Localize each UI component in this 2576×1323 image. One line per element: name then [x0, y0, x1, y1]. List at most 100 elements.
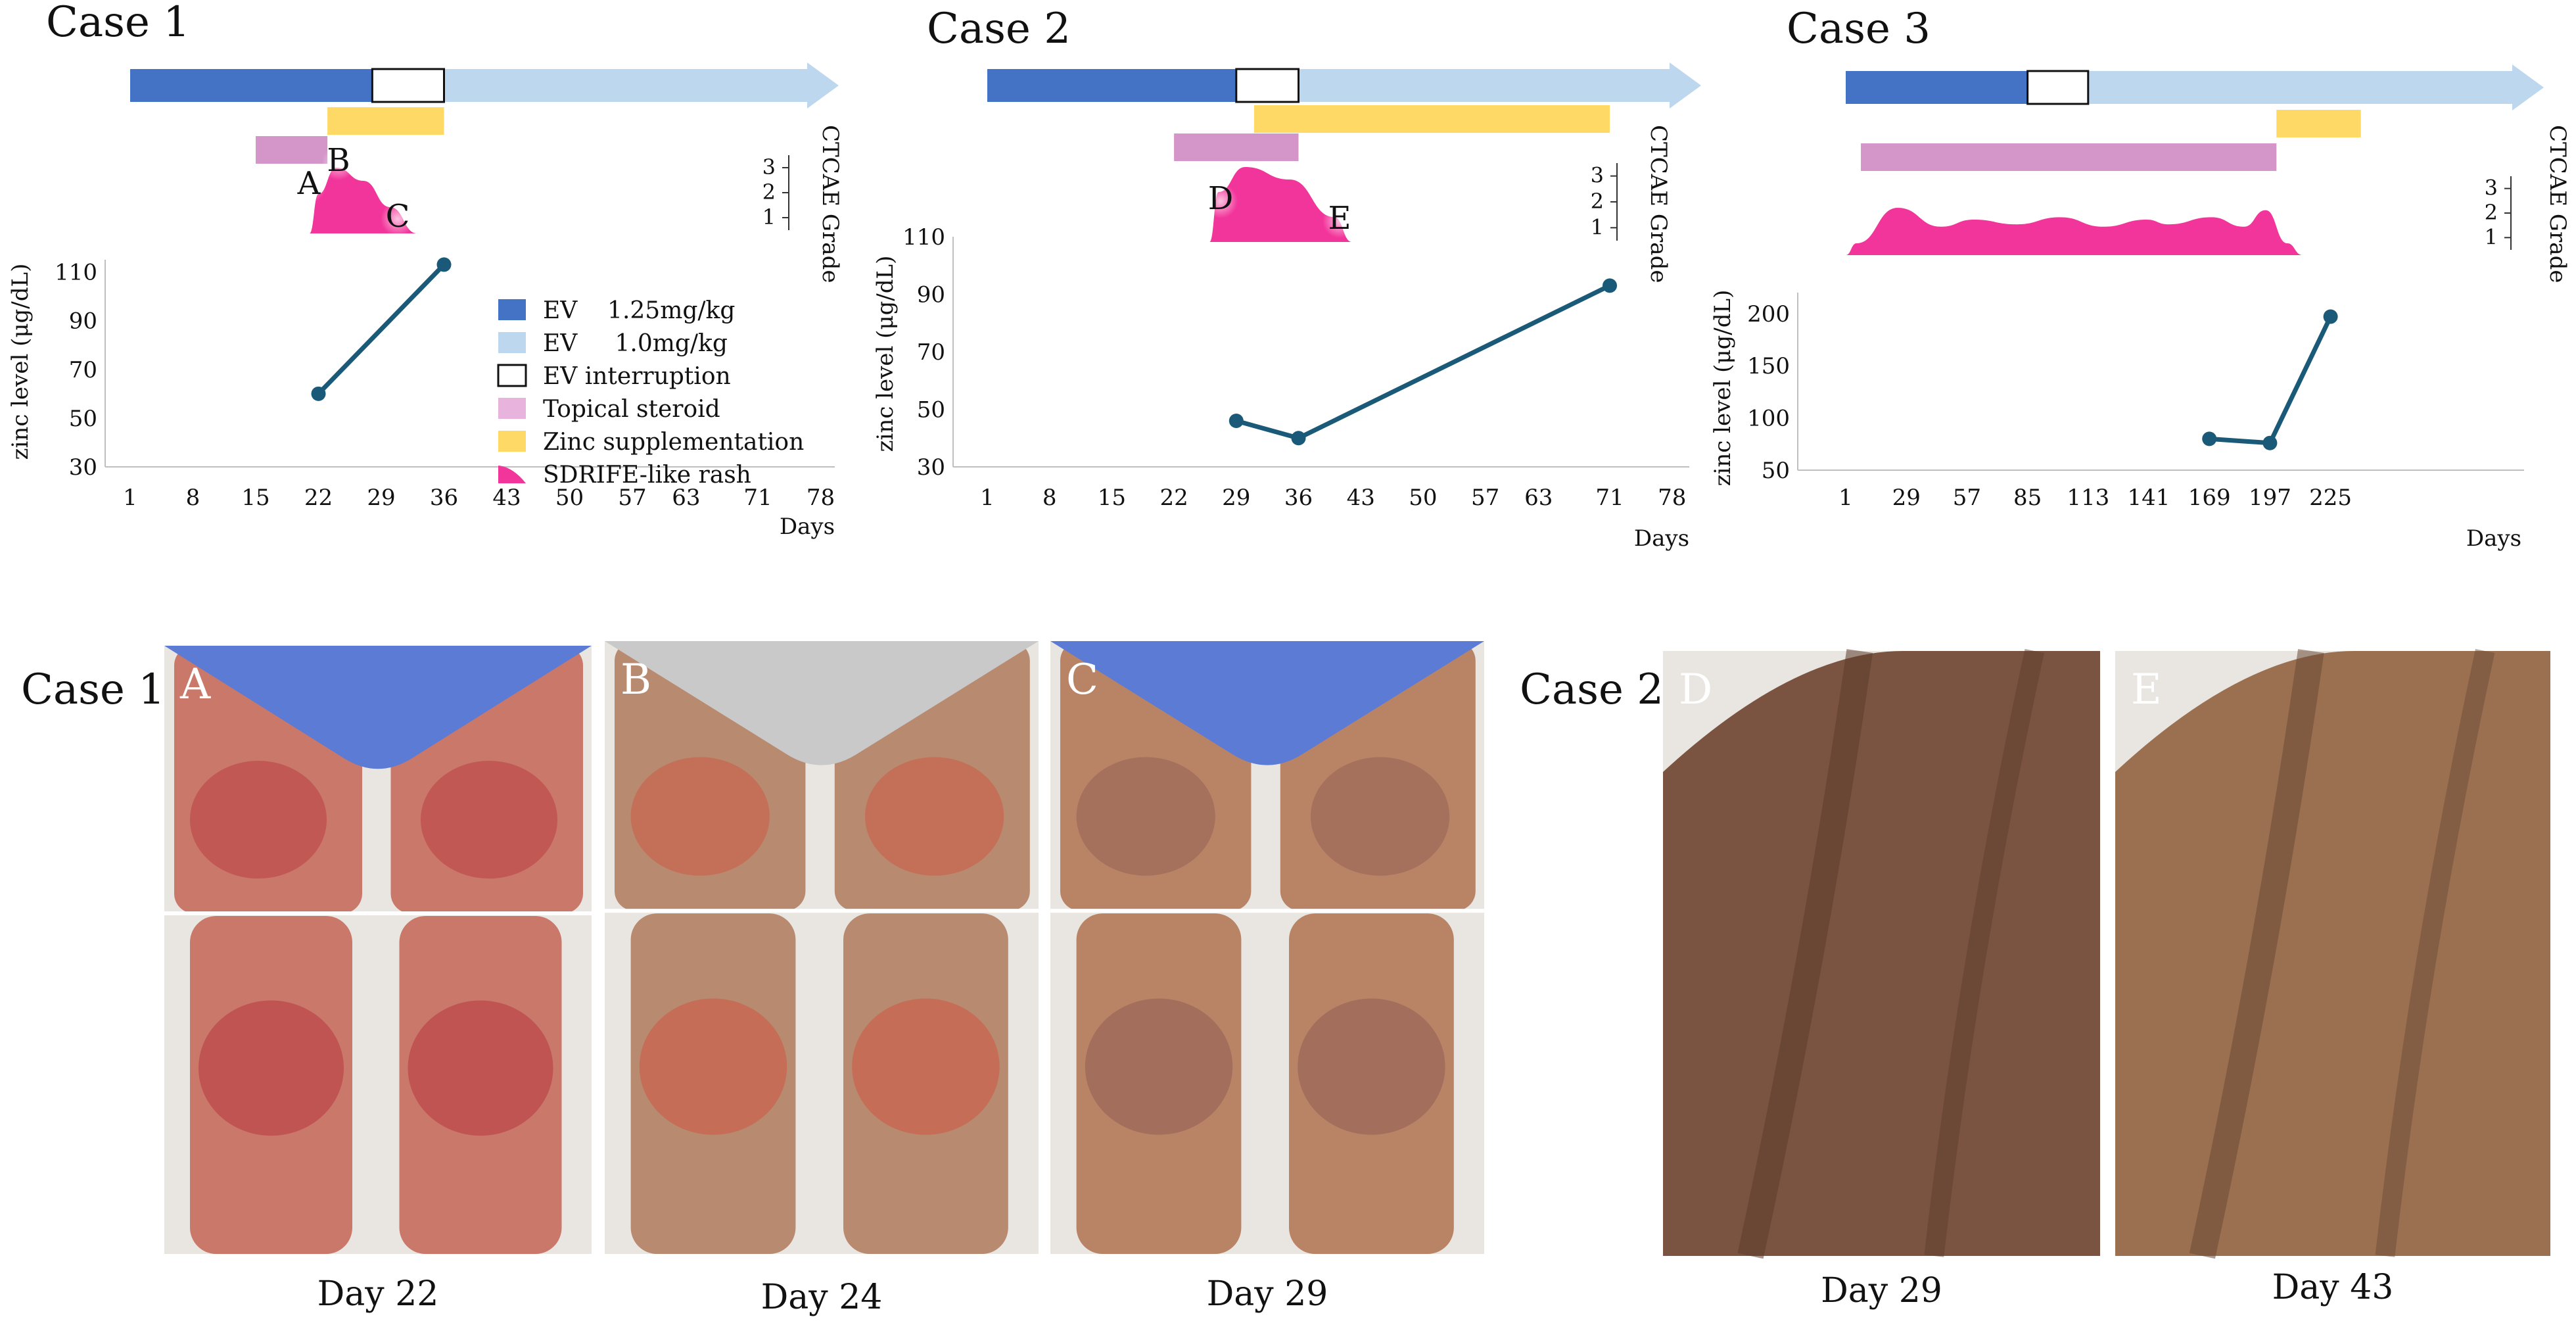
topical-steroid-bar [1861, 143, 2277, 171]
grade-tick-label: 1 [762, 204, 776, 229]
photo-skin-fold [2375, 648, 2495, 1257]
ev-1.0-bar [1298, 62, 1701, 108]
zinc-level-point [436, 257, 452, 272]
x-tick-label: 29 [367, 485, 395, 511]
y-tick-label: 100 [1747, 406, 1790, 432]
legend-swatch-zinc [498, 431, 526, 452]
photo-rash-patch [421, 761, 557, 879]
case3-grade-axis: 321 CTCAE Grade [2485, 125, 2571, 283]
grade-tick-label: 1 [2485, 224, 2498, 249]
x-tick-label: 43 [1347, 485, 1375, 511]
sdrife-rash-area [1209, 167, 1352, 242]
ev-1.0-bar [2088, 64, 2544, 110]
photo-rash-patch [1085, 998, 1233, 1135]
y-tick-label: 200 [1747, 301, 1790, 327]
grade-tick-label: 1 [1591, 214, 1604, 239]
zinc-supplementation-bar [2276, 110, 2361, 137]
grade-axis-label: CTCAE Grade [1645, 125, 1672, 283]
photo-rash-patch [1076, 757, 1215, 876]
legend-label-ev-10: EV 1.0mg/kg [543, 330, 728, 357]
zinc-supplementation-bar [1253, 105, 1610, 133]
rash-point-marker [292, 169, 326, 203]
photo-panel-d: D Day 29 [1663, 648, 2100, 1311]
photo-letter: D [1679, 665, 1712, 714]
case2-title: Case 2 [927, 5, 1071, 53]
legend-label-zinc: Zinc supplementation [543, 429, 804, 456]
case2-xlabel: Days [1634, 525, 1689, 552]
photo-rash-patch [852, 998, 1000, 1135]
x-tick-label: 8 [186, 485, 200, 511]
x-tick-label: 169 [2188, 485, 2231, 511]
case1-zinc-plot: 30 50 70 90 110 1 8 15 22 29 36 43 50 57 63 71 78 [55, 257, 835, 511]
zinc-supplementation-bar [327, 107, 444, 135]
photo-rash-patch [199, 1000, 344, 1136]
case2-grade-axis: 321 CTCAE Grade [1591, 125, 1672, 283]
photos-case2-label: Case 2 [1520, 665, 1664, 714]
legend: EV 1.25mg/kg EV 1.0mg/kg EV interruption… [497, 297, 804, 489]
photo-rash-patch [190, 761, 327, 879]
zinc-level-point [2202, 431, 2217, 446]
y-tick-label: 50 [69, 406, 97, 432]
case2-ylabel: zinc level (μg/dL) [872, 256, 899, 452]
y-tick-label: 70 [917, 339, 945, 366]
rash-point-marker [321, 146, 356, 180]
photo-day-caption: Day 24 [761, 1278, 883, 1317]
photo-panel-a: A Day 22 [164, 646, 592, 1314]
rash-point-marker [1204, 184, 1238, 218]
zinc-level-point [311, 386, 326, 401]
legend-swatch-steroid [498, 398, 526, 419]
x-tick-label: 197 [2249, 485, 2291, 511]
photo-skin [2115, 651, 2550, 1256]
y-tick-label: 50 [917, 397, 945, 423]
x-tick-label: 50 [1409, 485, 1437, 511]
x-tick-label: 63 [672, 485, 700, 511]
grade-tick-label: 3 [762, 155, 776, 180]
photo-rash-patch [408, 1000, 553, 1136]
photo-garment [1050, 641, 1484, 765]
photo-panel-c: C Day 29 [1050, 641, 1484, 1314]
x-tick-label: 225 [2309, 485, 2352, 511]
rash-point-marker [1323, 204, 1357, 238]
ev-1.25-bar [1846, 71, 2028, 104]
x-tick-label: 15 [1098, 485, 1126, 511]
zinc-level-point [1291, 431, 1306, 446]
case3-timeline [1846, 64, 2544, 255]
zinc-level-line [316, 262, 446, 396]
x-tick-label: 85 [2013, 485, 2042, 511]
x-tick-label: 71 [1595, 485, 1624, 511]
zinc-level-point [1603, 278, 1617, 293]
rash-point-label-e: E [1328, 200, 1351, 237]
legend-label-rash: SDRIFE-like rash [543, 462, 751, 489]
photo-rash-patch [1298, 998, 1445, 1135]
x-tick-label: 43 [492, 485, 521, 511]
rash-point-label-c: C [386, 198, 410, 235]
photo-panels: A Day 22 B Day 24 C Day 29 D Day 29 E Day 43 [164, 641, 2550, 1317]
rash-point-marker [381, 202, 415, 236]
photo-rash-patch [639, 998, 787, 1135]
x-tick-label: 78 [807, 485, 835, 511]
ev-interruption-box [2026, 70, 2090, 105]
legend-swatch-interruption [497, 364, 527, 387]
zinc-level-line [1235, 283, 1611, 441]
x-tick-label: 15 [241, 485, 269, 511]
grade-tick-label: 3 [1591, 163, 1604, 188]
rash-point-label-a: A [297, 165, 321, 202]
x-tick-label: 22 [304, 485, 333, 511]
x-tick-label: 141 [2128, 485, 2170, 511]
rash-point-label-d: D [1208, 180, 1233, 217]
photo-letter: A [179, 660, 211, 709]
photos-case1-label: Case 1 [21, 665, 165, 714]
legend-swatch-ev-125 [498, 299, 526, 320]
x-tick-label: 57 [1953, 485, 1981, 511]
photo-skin-fold [2189, 649, 2324, 1259]
grade-tick-label: 2 [762, 180, 776, 204]
photo-day-caption: Day 22 [317, 1274, 439, 1314]
photo-day-caption: Day 29 [1821, 1271, 1942, 1311]
case3-xlabel: Days [2466, 525, 2521, 552]
photo-day-caption: Day 43 [2272, 1268, 2394, 1307]
case1-grade-axis: 321 CTCAE Grade [762, 125, 843, 283]
zinc-level-point [2323, 309, 2338, 324]
legend-label-steroid: Topical steroid [543, 396, 720, 423]
case3-zinc-plot: 50 100 150 200 1 29 57 85 113 141 169 197 225 [1747, 293, 2524, 511]
